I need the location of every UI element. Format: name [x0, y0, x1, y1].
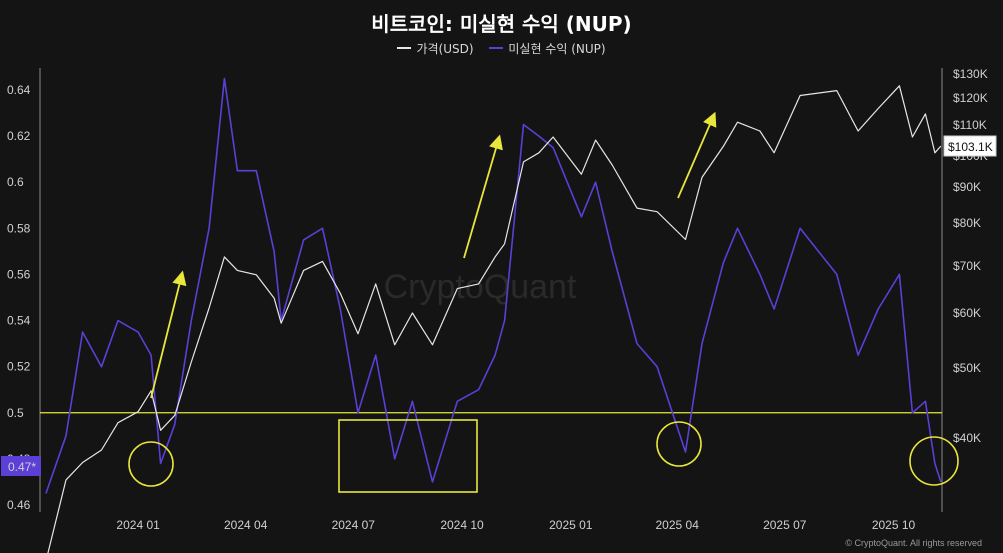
y-left-tick-label: 0.5: [7, 406, 24, 420]
y-right-tick-label: $60K: [953, 306, 981, 320]
legend-swatch-nup: [489, 47, 504, 49]
x-tick-label: 2025 10: [872, 518, 916, 532]
y-left-tick-label: 0.54: [7, 314, 31, 328]
y-left-tick-label: 0.62: [7, 129, 31, 143]
y-right-tick-label: $40K: [953, 431, 981, 445]
x-tick-label: 2024 04: [224, 518, 268, 532]
x-tick-label: 2025 07: [763, 518, 807, 532]
y-right-tick-label: $50K: [953, 361, 981, 375]
y-left-tick-label: 0.56: [7, 267, 31, 281]
x-tick-label: 2024 10: [440, 518, 484, 532]
legend-item-price[interactable]: 가격(USD): [397, 40, 474, 57]
y-left-tick-label: 0.6: [7, 175, 24, 189]
y-right-tick-label: $80K: [953, 216, 981, 230]
x-tick-label: 2025 04: [655, 518, 699, 532]
annotation-circle: [128, 441, 174, 487]
current-nup-badge-label: 0.47*: [8, 460, 36, 474]
annotation-arrow: [463, 134, 503, 259]
y-left-tick-label: 0.52: [7, 360, 31, 374]
current-price-badge-label: $103.1K: [948, 140, 993, 154]
y-right-tick-label: $110K: [953, 118, 987, 132]
current-price-badge: [943, 135, 997, 157]
x-tick-label: 2024 01: [116, 518, 160, 532]
current-nup-badge: [1, 456, 41, 476]
legend-swatch-price: [397, 47, 412, 49]
copyright-footer: © CryptoQuant. All rights reserved: [845, 538, 982, 548]
legend-label-nup: 미실현 수익 (NUP): [508, 41, 606, 56]
x-tick-label: 2025 01: [549, 518, 593, 532]
x-tick-label: 2024 07: [332, 518, 376, 532]
legend-label-price: 가격(USD): [416, 41, 474, 56]
legend: 가격(USD) 미실현 수익 (NUP): [0, 38, 1003, 57]
price-series-line[interactable]: [46, 85, 942, 553]
y-right-tick-label: $130K: [953, 67, 988, 81]
legend-item-nup[interactable]: 미실현 수익 (NUP): [489, 40, 606, 57]
annotation-arrow: [150, 270, 187, 399]
y-left-tick-label: 0.46: [7, 498, 31, 512]
nup-series-line[interactable]: [45, 77, 942, 494]
annotation-box: [338, 419, 478, 493]
y-left-tick-label: 0.58: [7, 221, 31, 235]
annotation-arrow: [677, 111, 717, 199]
annotation-circle: [656, 421, 702, 467]
watermark-text: CryptoQuant: [384, 268, 577, 306]
y-left-tick-label: 0.64: [7, 83, 31, 97]
chart-title: 비트코인: 미실현 수익 (NUP): [371, 12, 632, 36]
y-right-tick-label: $120K: [953, 91, 988, 105]
y-right-tick-label: $70K: [953, 259, 981, 273]
y-right-tick-label: $90K: [953, 180, 981, 194]
annotation-circle: [909, 436, 959, 486]
